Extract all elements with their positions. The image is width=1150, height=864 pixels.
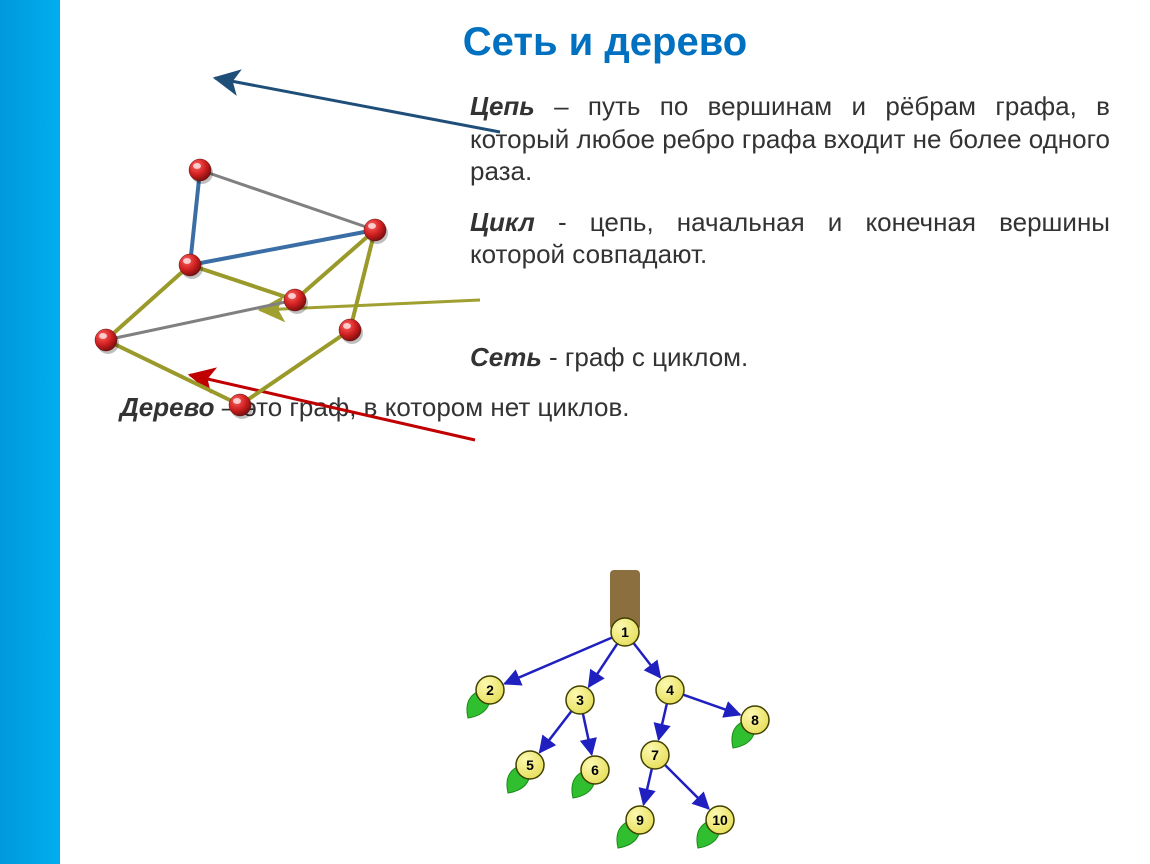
svg-text:10: 10 [712,812,728,828]
term-cycle: Цикл [470,207,535,237]
svg-text:5: 5 [526,757,534,773]
text-net: - граф с циклом. [542,342,748,372]
svg-text:6: 6 [591,762,599,778]
svg-text:4: 4 [666,682,674,698]
svg-text:9: 9 [636,812,644,828]
page-title: Сеть и дерево [60,20,1150,65]
term-chain: Цепь [470,91,535,121]
text-cycle: - цепь, начальная и конечная вершины кот… [470,207,1110,270]
definition-cycle: Цикл - цепь, начальная и конечная вершин… [470,206,1110,271]
term-net: Сеть [470,342,542,372]
text-chain: – путь по вершинам и рёбрам графа, в кот… [470,91,1110,186]
side-accent-bar [0,0,60,864]
svg-text:1: 1 [621,624,629,640]
definition-chain: Цепь – путь по вершинам и рёбрам графа, … [470,90,1110,188]
svg-text:2: 2 [486,682,494,698]
definition-net: Сеть - граф с циклом. [470,341,1110,374]
svg-text:3: 3 [576,692,584,708]
svg-text:8: 8 [751,712,759,728]
network-graph [90,150,450,430]
tree-graph: 1 2 3 4 5 6 7 8 9 10 [430,570,810,850]
svg-text:7: 7 [651,747,659,763]
